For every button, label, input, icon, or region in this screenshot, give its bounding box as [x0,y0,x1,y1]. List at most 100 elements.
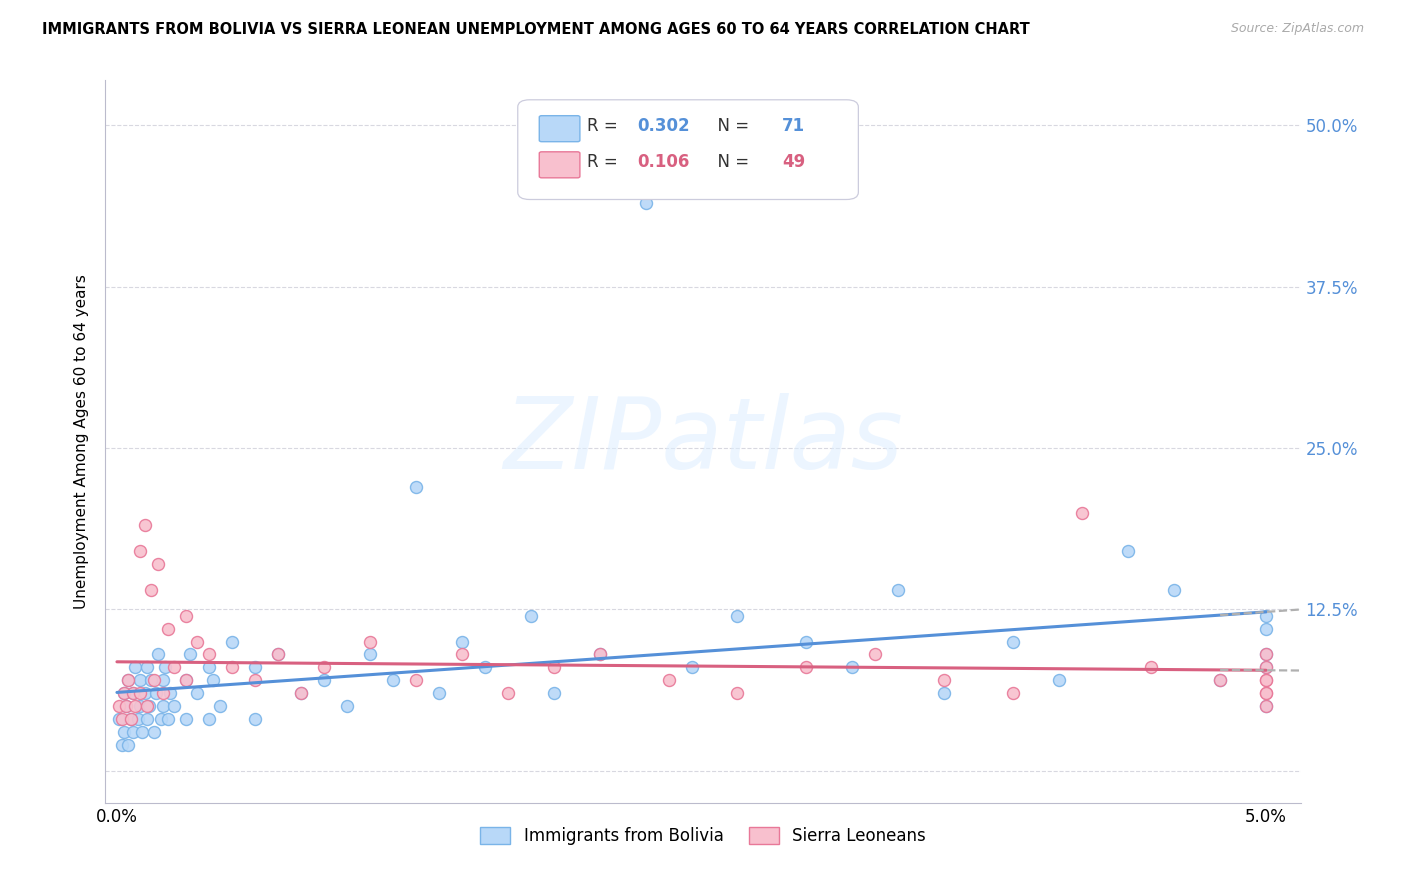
Point [1071,506,1094,520]
Point [124,699,146,714]
Point [796,634,818,648]
Point [221,634,243,648]
Text: 0.302: 0.302 [637,117,690,135]
Point [127,712,149,726]
Point [142,673,165,688]
Point [243,673,266,688]
Point [112,724,135,739]
Text: IMMIGRANTS FROM BOLIVIA VS SIERRA LEONEAN UNEMPLOYMENT AMONG AGES 60 TO 64 YEARS: IMMIGRANTS FROM BOLIVIA VS SIERRA LEONEA… [42,22,1031,37]
Point [1163,582,1185,597]
Point [108,712,131,726]
Point [163,699,186,714]
Point [129,699,152,714]
Point [405,673,427,688]
Legend: Immigrants from Bolivia, Sierra Leoneans: Immigrants from Bolivia, Sierra Leoneans [472,819,934,854]
Point [152,686,174,700]
Point [163,660,186,674]
Point [841,660,863,674]
Point [115,699,138,714]
Point [129,686,152,700]
Text: 71: 71 [782,117,806,135]
Point [1254,622,1277,636]
Point [267,648,290,662]
Point [405,480,427,494]
Point [796,660,818,674]
Point [727,686,749,700]
Point [934,686,956,700]
Text: Source: ZipAtlas.com: Source: ZipAtlas.com [1230,22,1364,36]
Point [135,660,157,674]
Point [359,634,381,648]
Point [174,673,197,688]
Point [148,648,170,662]
Point [1254,686,1277,700]
Point [543,686,565,700]
Point [681,660,703,674]
Text: 0.106: 0.106 [637,153,690,171]
Text: R =: R = [588,117,623,135]
Point [450,648,472,662]
Point [1254,673,1277,688]
Point [142,724,165,739]
Point [1002,634,1025,648]
Point [153,660,177,674]
Point [1254,608,1277,623]
Point [117,738,139,752]
Point [290,686,312,700]
Point [122,686,145,700]
Point [122,686,145,700]
Point [312,673,335,688]
Point [124,660,146,674]
Point [198,660,221,674]
Point [221,660,243,674]
Point [120,712,142,726]
Point [1209,673,1232,688]
Point [1254,686,1277,700]
Point [141,582,163,597]
Point [131,724,153,739]
Point [129,673,152,688]
Point [202,673,225,688]
Point [381,673,404,688]
Point [634,195,657,210]
Point [174,673,197,688]
Point [1140,660,1163,674]
Y-axis label: Unemployment Among Ages 60 to 64 years: Unemployment Among Ages 60 to 64 years [75,274,90,609]
Point [149,712,172,726]
Point [543,660,565,674]
Point [141,673,163,688]
Point [1254,648,1277,662]
Point [179,648,201,662]
Point [135,712,157,726]
Point [152,699,174,714]
Point [588,648,610,662]
Point [174,712,197,726]
Point [1047,673,1070,688]
Point [1116,544,1139,558]
FancyBboxPatch shape [540,116,579,142]
Point [1254,648,1277,662]
Point [138,699,160,714]
FancyBboxPatch shape [540,152,579,178]
Point [588,648,610,662]
Point [865,648,887,662]
Point [129,544,152,558]
Point [134,518,156,533]
Point [156,712,179,726]
Point [159,686,181,700]
FancyBboxPatch shape [517,100,858,200]
Point [727,608,749,623]
Point [148,557,170,571]
Point [1254,673,1277,688]
Point [110,712,132,726]
Point [1254,660,1277,674]
Point [117,673,139,688]
Point [135,699,157,714]
Point [496,686,519,700]
Point [186,686,208,700]
Point [1254,699,1277,714]
Point [186,634,208,648]
Point [934,673,956,688]
Point [336,699,359,714]
Point [887,582,910,597]
